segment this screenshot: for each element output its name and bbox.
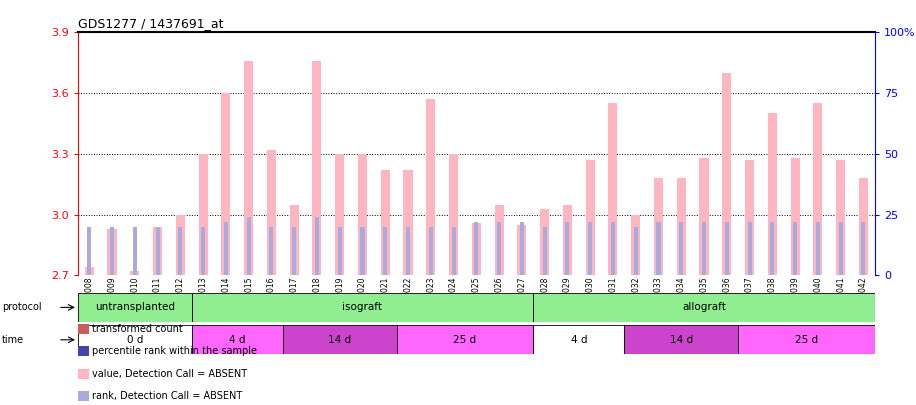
Bar [625, 325, 738, 354]
Bar [859, 178, 868, 275]
Bar [634, 227, 638, 275]
Bar [156, 227, 159, 275]
Bar [130, 271, 139, 275]
Bar [426, 99, 435, 275]
Text: 4 d: 4 d [571, 335, 587, 345]
Bar [700, 158, 709, 275]
Bar [224, 222, 228, 275]
Text: untransplanted: untransplanted [94, 303, 175, 312]
Bar [495, 205, 504, 275]
Bar [540, 209, 550, 275]
Bar [631, 215, 640, 275]
Bar [702, 222, 706, 275]
Bar [738, 325, 875, 354]
Bar [153, 227, 162, 275]
Text: 4 d: 4 d [229, 335, 245, 345]
Bar [793, 222, 797, 275]
Bar [836, 160, 845, 275]
Bar [289, 205, 299, 275]
Bar [246, 217, 251, 275]
Bar [518, 225, 527, 275]
Text: GDS1277 / 1437691_at: GDS1277 / 1437691_at [78, 17, 224, 30]
Bar [381, 170, 390, 275]
Bar [745, 160, 754, 275]
Bar [110, 227, 114, 275]
Text: time: time [2, 335, 24, 345]
Bar [677, 178, 686, 275]
Text: isograft: isograft [343, 303, 383, 312]
Bar [222, 93, 231, 275]
Text: 14 d: 14 d [328, 335, 351, 345]
Bar [813, 103, 823, 275]
Bar [133, 227, 136, 275]
Bar [497, 222, 501, 275]
Bar [406, 227, 410, 275]
Bar [283, 325, 397, 354]
Bar [315, 217, 319, 275]
Bar [335, 154, 344, 275]
Bar [78, 293, 191, 322]
Bar [191, 325, 283, 354]
Bar [588, 222, 593, 275]
Bar [562, 205, 572, 275]
Bar [657, 222, 660, 275]
Bar [403, 170, 412, 275]
Bar [199, 154, 208, 275]
Bar [358, 154, 367, 275]
Bar [360, 227, 365, 275]
Bar [725, 222, 729, 275]
Bar [838, 222, 843, 275]
Bar [747, 222, 752, 275]
Text: protocol: protocol [2, 303, 41, 312]
Bar [533, 293, 875, 322]
Bar [679, 222, 683, 275]
Bar [768, 113, 777, 275]
Text: rank, Detection Call = ABSENT: rank, Detection Call = ABSENT [92, 391, 242, 401]
Text: percentile rank within the sample: percentile rank within the sample [92, 346, 256, 356]
Bar [87, 227, 92, 275]
Bar [565, 222, 570, 275]
Bar [611, 222, 615, 275]
Bar [267, 150, 276, 275]
Bar [770, 222, 774, 275]
Bar [201, 227, 205, 275]
Bar [269, 227, 274, 275]
Bar [397, 325, 533, 354]
Bar [449, 154, 458, 275]
Bar [861, 222, 866, 275]
Bar [533, 325, 625, 354]
Bar [78, 325, 191, 354]
Text: 25 d: 25 d [453, 335, 476, 345]
Bar [816, 222, 820, 275]
Text: 25 d: 25 d [795, 335, 818, 345]
Bar [722, 73, 731, 275]
Bar [452, 227, 455, 275]
Bar [519, 222, 524, 275]
Bar [338, 227, 342, 275]
Bar [107, 229, 116, 275]
Text: 0 d: 0 d [126, 335, 143, 345]
Bar [474, 222, 478, 275]
Text: allograft: allograft [682, 303, 726, 312]
Text: 14 d: 14 d [670, 335, 692, 345]
Bar [179, 227, 182, 275]
Bar [176, 215, 185, 275]
Bar [472, 223, 481, 275]
Bar [585, 160, 594, 275]
Text: transformed count: transformed count [92, 324, 182, 334]
Bar [429, 227, 433, 275]
Bar [654, 178, 663, 275]
Bar [191, 293, 533, 322]
Bar [312, 61, 322, 275]
Text: value, Detection Call = ABSENT: value, Detection Call = ABSENT [92, 369, 246, 379]
Bar [244, 61, 253, 275]
Bar [542, 227, 547, 275]
Bar [292, 227, 296, 275]
Bar [84, 267, 93, 275]
Bar [608, 103, 617, 275]
Bar [791, 158, 800, 275]
Bar [383, 227, 387, 275]
